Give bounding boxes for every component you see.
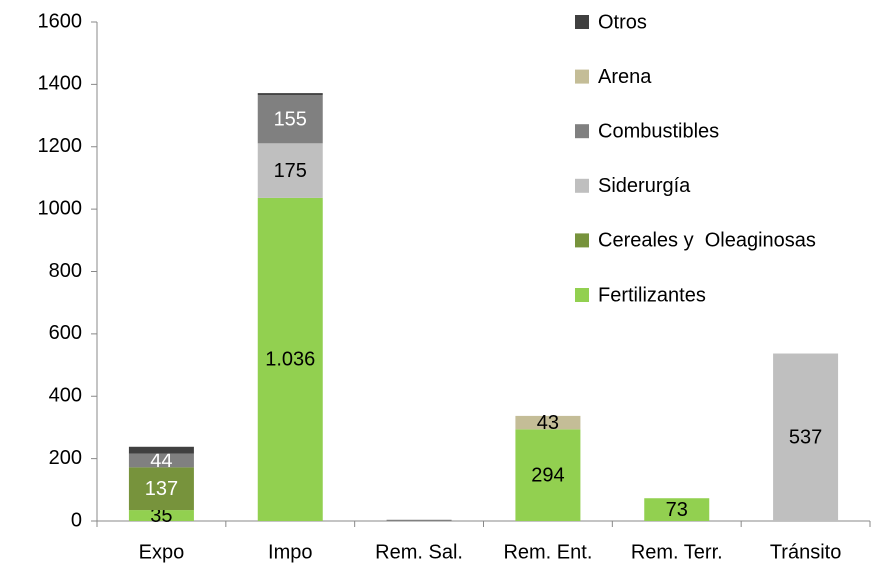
- bar-segment: [515, 415, 581, 430]
- data-label: 35: [150, 505, 172, 527]
- bar-segment: [257, 197, 323, 521]
- bar-segment: [128, 453, 194, 468]
- bar-segment: [257, 143, 323, 198]
- legend-swatch: [575, 233, 589, 248]
- y-tick-label: 600: [49, 322, 82, 344]
- x-tick-label: Rem. Sal.: [375, 541, 463, 563]
- legend-label: Fertilizantes: [598, 284, 706, 306]
- x-tick-label: Rem. Ent.: [503, 541, 592, 563]
- bar-segment: [515, 429, 581, 521]
- bar-segment: [386, 519, 452, 521]
- bar-segment: [128, 446, 194, 454]
- data-label: 294: [531, 464, 564, 486]
- legend-label: Otros: [598, 11, 647, 33]
- legend-label: Combustibles: [598, 120, 719, 142]
- legend-swatch: [575, 124, 589, 139]
- x-tick-label: Rem. Terr.: [631, 541, 723, 563]
- y-tick-label: 200: [49, 447, 82, 469]
- bar-segment: [128, 510, 194, 521]
- data-label: 155: [274, 108, 307, 130]
- legend-swatch: [575, 69, 589, 84]
- legend-swatch: [575, 15, 589, 29]
- y-tick-label: 0: [71, 509, 82, 531]
- bar-segment: [257, 94, 323, 144]
- bar-segment: [257, 93, 323, 95]
- bar-segment: [644, 498, 710, 521]
- data-label: 1.036: [265, 349, 315, 371]
- bar-segment: [773, 353, 839, 521]
- y-tick-label: 1400: [38, 73, 83, 95]
- data-label: 43: [537, 412, 559, 434]
- y-tick-label: 400: [49, 385, 82, 407]
- data-label: 175: [274, 160, 307, 182]
- legend-label: Cereales y Oleaginosas: [598, 230, 816, 252]
- legend-swatch: [575, 178, 589, 193]
- legend-label: Siderurgía: [598, 175, 691, 197]
- legend-swatch: [575, 288, 589, 302]
- bar-segment: [128, 467, 194, 511]
- data-label: 73: [666, 499, 688, 521]
- data-label: 137: [145, 478, 178, 500]
- y-tick-label: 1000: [38, 197, 83, 219]
- x-tick-label: Tránsito: [770, 541, 842, 563]
- y-tick-label: 1200: [38, 135, 83, 157]
- data-label: 44: [150, 450, 172, 472]
- x-tick-label: Impo: [268, 541, 312, 563]
- x-tick-label: Expo: [139, 541, 185, 563]
- legend-label: Arena: [598, 66, 652, 88]
- y-tick-label: 800: [49, 260, 82, 282]
- y-tick-label: 1600: [38, 10, 83, 32]
- data-label: 537: [789, 427, 822, 449]
